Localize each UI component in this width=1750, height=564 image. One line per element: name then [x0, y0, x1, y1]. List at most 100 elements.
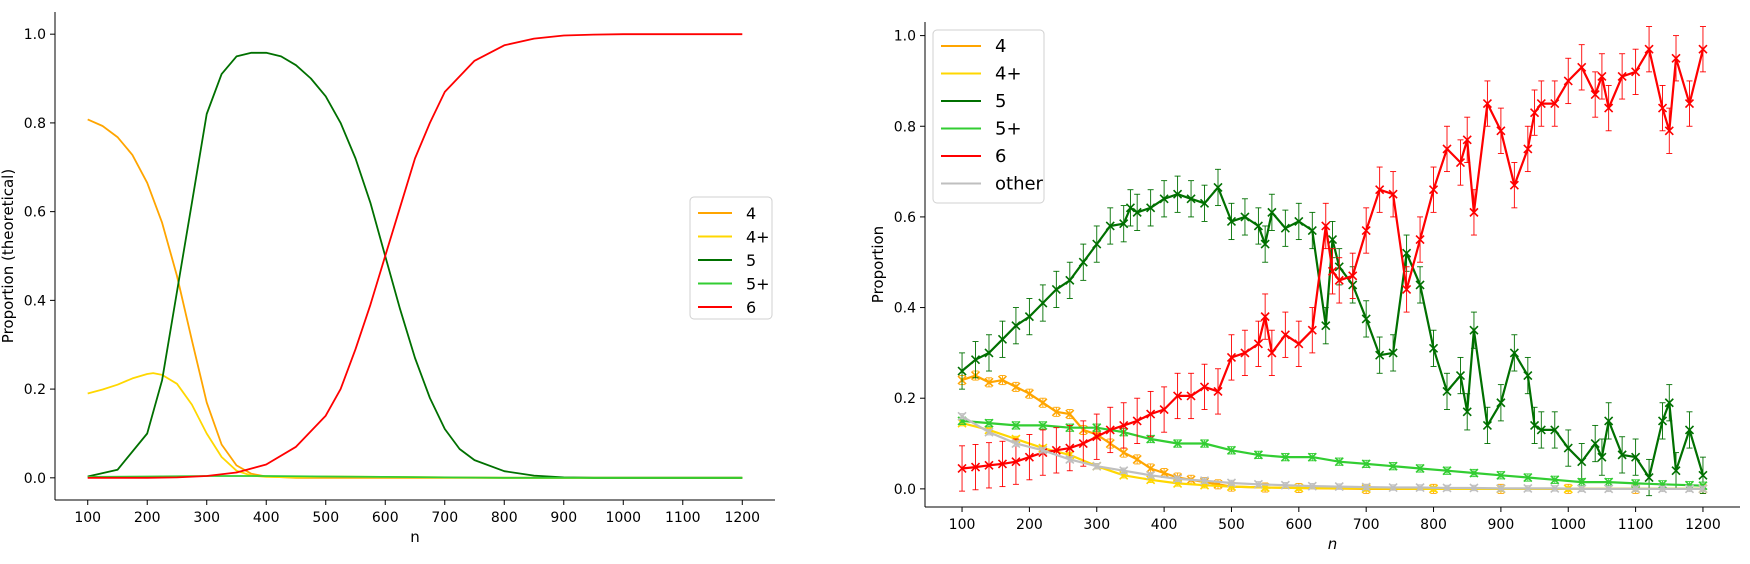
- data-point: [1119, 466, 1129, 476]
- data-point: [1644, 472, 1654, 483]
- data-point: [1375, 350, 1385, 360]
- data-point: [1038, 420, 1048, 430]
- data-point: [1119, 448, 1129, 458]
- x-tick-label: 1200: [724, 510, 760, 526]
- legend-label: other: [995, 174, 1044, 195]
- data-point: [1038, 445, 1048, 455]
- theoretical-proportion-chart: 100 200 300 400 500 600 700 800 900 1000 1100 1200 0…: [0, 12, 775, 546]
- data-point: [1698, 470, 1708, 480]
- data-point: [1125, 203, 1135, 213]
- data-point: [1078, 438, 1088, 449]
- data-point: [1523, 370, 1533, 381]
- data-point: [1482, 420, 1492, 430]
- data-point: [1186, 194, 1196, 204]
- data-point: [1092, 461, 1102, 471]
- data-point: [1597, 71, 1607, 81]
- data-point: [1361, 314, 1371, 324]
- data-point: [1213, 182, 1223, 193]
- data-point: [984, 427, 994, 437]
- x-tick-label: 200: [1016, 517, 1043, 533]
- data-point: [1253, 221, 1263, 231]
- data-point: [1415, 235, 1425, 245]
- data-point: [1307, 481, 1317, 491]
- legend-item: 4: [941, 36, 1006, 57]
- x-tick-label: 200: [134, 510, 161, 526]
- data-point: [1199, 198, 1210, 208]
- x-tick-label: 500: [312, 510, 339, 526]
- data-point: [1024, 312, 1034, 322]
- y-tick-label: 0.6: [24, 205, 46, 221]
- legend-label: 6: [995, 146, 1006, 167]
- series-6: [957, 26, 1708, 492]
- data-point: [1657, 416, 1668, 426]
- data-point: [1173, 438, 1183, 449]
- data-point: [1617, 71, 1627, 81]
- data-point: [1038, 398, 1048, 408]
- data-point: [1199, 476, 1210, 486]
- data-point: [1509, 180, 1519, 190]
- y-tick-label: 1.0: [24, 27, 46, 43]
- data-point: [1280, 223, 1290, 233]
- data-point: [1092, 432, 1102, 442]
- series-line: [87, 33, 743, 479]
- data-point: [1240, 212, 1250, 222]
- legend-frame: [689, 196, 773, 320]
- x-tick-label: 100: [74, 510, 101, 526]
- data-point: [1065, 409, 1075, 419]
- data-point: [1159, 404, 1169, 415]
- data-point: [1684, 484, 1695, 494]
- data-point: [1267, 348, 1277, 358]
- data-point: [1684, 425, 1695, 435]
- data-point: [1482, 99, 1492, 109]
- data-point: [1388, 348, 1398, 358]
- data-point: [1428, 484, 1439, 494]
- data-point: [1348, 271, 1358, 281]
- data-point: [1402, 248, 1412, 258]
- data-point: [1092, 239, 1102, 249]
- data-point: [1361, 482, 1371, 492]
- data-point: [1307, 225, 1317, 236]
- data-point: [1280, 480, 1290, 490]
- legend-item: 5+: [941, 119, 1022, 140]
- y-axis-label: Proportion (theoretical): [0, 169, 17, 343]
- data-point: [1415, 482, 1425, 493]
- data-point: [1550, 425, 1560, 435]
- legend-label: 5+: [746, 275, 770, 294]
- data-point: [1530, 420, 1540, 430]
- legend-item: 4+: [941, 64, 1022, 85]
- data-point: [1536, 99, 1546, 109]
- data-point: [1590, 89, 1600, 100]
- legend: 4 4+ 5 5+ 6: [689, 196, 773, 320]
- data-point: [1617, 450, 1627, 460]
- data-point: [1226, 445, 1237, 455]
- data-point: [1011, 438, 1021, 449]
- data-point: [1260, 312, 1270, 322]
- data-point: [1536, 425, 1546, 435]
- data-point: [1442, 386, 1452, 396]
- data-point: [1550, 475, 1560, 485]
- data-point: [1550, 99, 1560, 109]
- series-line: [961, 374, 1703, 490]
- data-point: [1469, 207, 1479, 217]
- plot-area: [87, 33, 743, 479]
- legend-label: 4: [746, 204, 756, 223]
- data-point: [1280, 330, 1290, 340]
- data-point: [1577, 477, 1587, 487]
- data-point: [1402, 284, 1412, 294]
- legend: 4 4+ 5 5+ 6 other: [932, 29, 1045, 204]
- series-line: [87, 51, 743, 479]
- data-point: [1065, 275, 1075, 285]
- y-tick-label: 0.8: [24, 116, 46, 132]
- data-point: [970, 462, 981, 472]
- data-point: [1294, 216, 1304, 227]
- data-point: [1011, 420, 1021, 430]
- series-4: [87, 118, 743, 479]
- legend-label: 5: [746, 251, 756, 270]
- data-point: [1226, 216, 1237, 227]
- y-tick-label: 0.4: [894, 301, 916, 317]
- data-point: [1327, 235, 1338, 245]
- data-point: [1469, 483, 1479, 493]
- data-point: [1577, 457, 1587, 467]
- data-point: [1496, 483, 1506, 493]
